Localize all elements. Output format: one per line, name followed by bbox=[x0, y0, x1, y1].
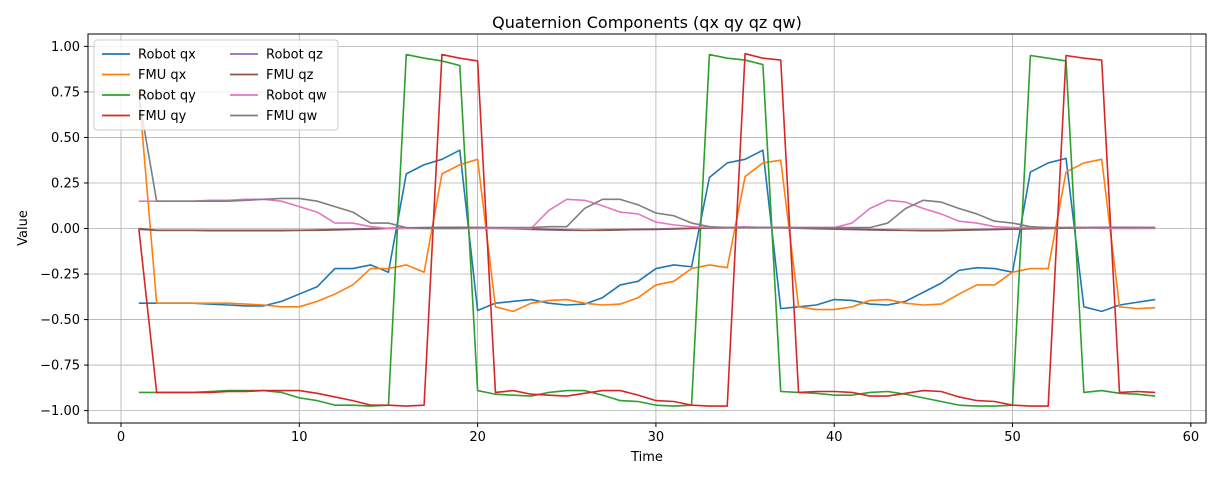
y-tick-label: −0.50 bbox=[40, 313, 80, 328]
x-tick-label: 40 bbox=[826, 430, 843, 445]
legend-label: Robot qy bbox=[138, 89, 196, 104]
series-line-fmu-qz bbox=[138, 226, 1156, 232]
legend: Robot qx FMU qx Robot qy FMU qy Robot qz FMU … bbox=[93, 39, 339, 131]
x-tick-label: 20 bbox=[469, 430, 486, 445]
y-tick-label: 1.00 bbox=[51, 40, 80, 55]
legend-box bbox=[93, 39, 339, 131]
x-tick-label: 0 bbox=[117, 430, 125, 445]
x-tick-label: 30 bbox=[648, 430, 665, 445]
y-tick-label: 0.75 bbox=[51, 85, 80, 100]
y-tick-label: 0.25 bbox=[51, 176, 80, 191]
series-line-fmu-qy bbox=[138, 52, 1156, 407]
series-line-fmu-qx bbox=[138, 91, 1156, 313]
y-tick-label: −1.00 bbox=[40, 404, 80, 419]
legend-label: FMU qz bbox=[266, 68, 314, 83]
legend-label: FMU qw bbox=[266, 109, 318, 124]
series-line-fmu-qw bbox=[138, 97, 1156, 230]
legend-label: FMU qy bbox=[138, 109, 187, 124]
series-line-robot-qx bbox=[138, 149, 1156, 313]
x-tick-label: 50 bbox=[1004, 430, 1021, 445]
y-axis-label: Value bbox=[16, 210, 31, 246]
y-tick-label: −0.75 bbox=[40, 359, 80, 374]
x-tick-label: 60 bbox=[1183, 430, 1200, 445]
series-lines bbox=[138, 52, 1156, 407]
chart-title: Quaternion Components (qx qy qz qw) bbox=[492, 13, 802, 32]
y-tick-label: −0.25 bbox=[40, 268, 80, 283]
y-tick-label: 0.00 bbox=[51, 222, 80, 237]
legend-label: Robot qz bbox=[266, 48, 323, 63]
x-axis-label: Time bbox=[630, 450, 663, 465]
y-axis-ticks: −1.00 −0.75 −0.50 −0.25 0.00 0.25 0.50 0.75 1.00 bbox=[40, 40, 88, 419]
legend-label: Robot qx bbox=[138, 48, 196, 63]
legend-label: FMU qx bbox=[138, 68, 187, 83]
series-line-robot-qy bbox=[138, 53, 1156, 407]
y-tick-label: 0.50 bbox=[51, 131, 80, 146]
series-line-robot-qw bbox=[138, 198, 1156, 230]
legend-label: Robot qw bbox=[266, 89, 327, 104]
x-tick-label: 10 bbox=[291, 430, 308, 445]
x-axis-ticks: 0 10 20 30 40 50 60 bbox=[117, 423, 1199, 445]
